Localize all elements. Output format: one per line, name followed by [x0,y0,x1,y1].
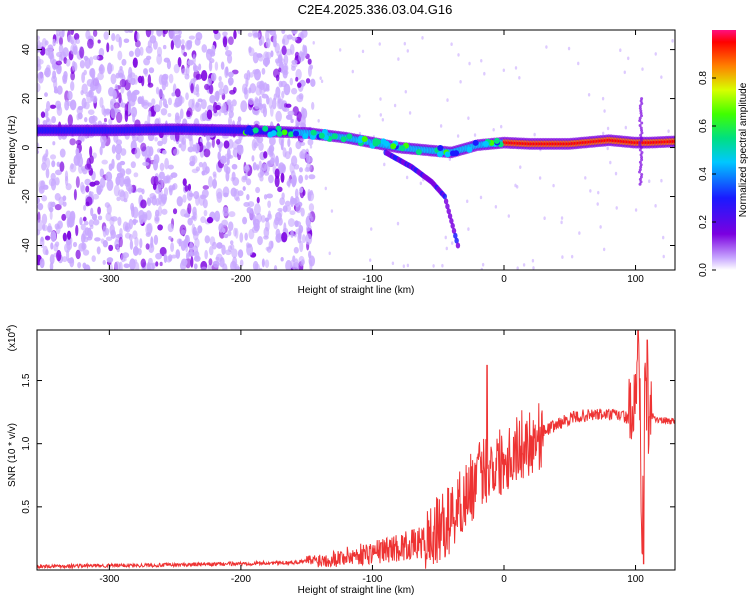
colorbar-gradient [712,30,736,270]
spectrogram-y-axis-label: Frequency (Hz) [7,116,18,185]
y-tick-label: 0 [21,144,32,150]
y-tick-label: 40 [21,44,32,56]
x-tick-label: -100 [362,574,382,585]
colorbar-tick-label: 0.8 [698,71,709,85]
x-tick-label: -200 [231,574,251,585]
spectrogram-image [37,30,675,270]
snr-frame [36,329,676,571]
snr-multiplier: (x104) [6,325,18,352]
y-tick-label: 0.5 [21,499,32,513]
y-tick-label: -20 [21,189,32,204]
x-tick-label: -200 [231,274,251,285]
colorbar-tick-label: 0.4 [698,167,709,181]
y-tick-label: -40 [21,238,32,253]
snr-multiplier-base: (x10 [7,331,18,351]
figure-title: C2E4.2025.336.03.04.G16 [298,2,453,17]
spectrogram-x-axis-label: Height of straight line (km) [298,285,415,296]
x-tick-label: 0 [501,274,507,285]
snr-axes: -300 -200 -100 0 100 0.5 1.0 1.5 [21,330,675,585]
x-tick-label: -300 [99,574,119,585]
snr-panel: -300 -200 -100 0 100 0.5 1.0 1.5 Height of stra… [6,325,676,596]
colorbar: 0.0 0.2 0.4 0.6 0.8 Normalized spectral ampl… [698,30,749,277]
colorbar-tick-label: 0.0 [698,263,709,277]
snr-multiplier-exponent: 4 [6,328,13,332]
colorbar-tick-label: 0.6 [698,119,709,133]
y-tick-label: 1.5 [21,373,32,387]
colorbar-label: Normalized spectral amplitude [738,82,749,217]
svg-text:(x104): (x104) [6,325,18,352]
snr-series-line [37,330,675,570]
y-tick-label: 20 [21,93,32,105]
x-tick-label: -100 [362,274,382,285]
snr-multiplier-close: ) [7,325,18,328]
x-tick-label: 100 [627,574,644,585]
colorbar-tick-label: 0.2 [698,215,709,229]
x-tick-label: 100 [627,274,644,285]
y-tick-label: 1.0 [21,436,32,450]
snr-x-axis-label: Height of straight line (km) [298,585,415,596]
x-tick-label: 0 [501,574,507,585]
snr-y-axis-label: SNR (10 * v/v) [7,423,18,487]
spectrogram-frame [36,29,676,271]
x-tick-label: -300 [99,274,119,285]
colorbar-ticks: 0.0 0.2 0.4 0.6 0.8 [698,71,716,277]
